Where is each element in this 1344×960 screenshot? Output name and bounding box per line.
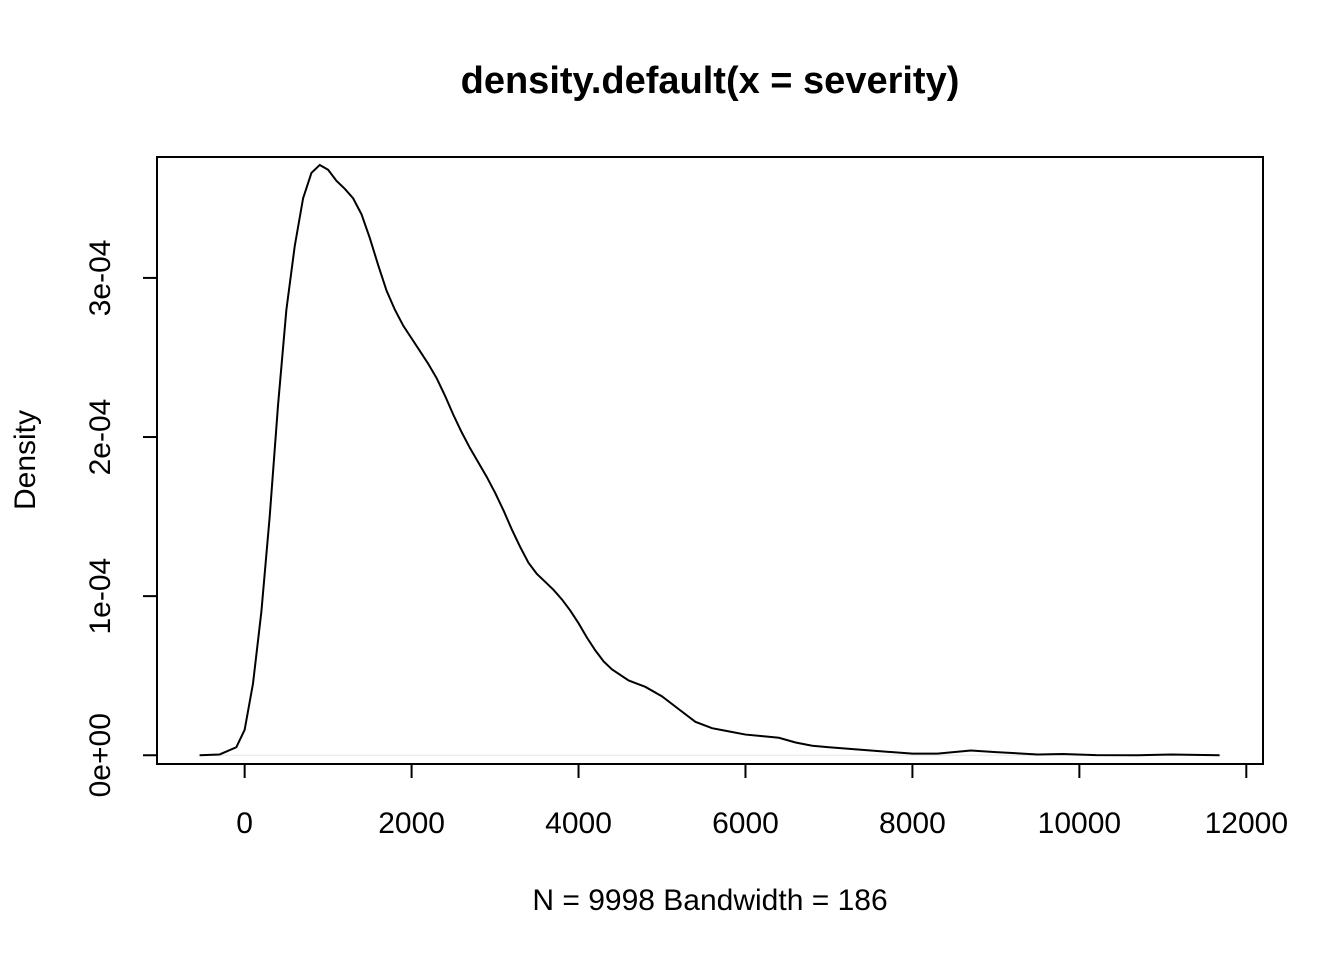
x-tick-label: 2000 xyxy=(378,807,445,840)
chart-title: density.default(x = severity) xyxy=(461,60,960,102)
density-curve xyxy=(199,163,1220,757)
x-tick-label: 0 xyxy=(236,807,253,840)
x-tick-label: 12000 xyxy=(1205,807,1288,840)
y-tick-label: 0e+00 xyxy=(84,713,117,797)
x-tick-label: 4000 xyxy=(545,807,612,840)
y-axis: 0e+00 1e-04 2e-04 3e-04 xyxy=(84,240,158,797)
y-tick-label: 2e-04 xyxy=(84,399,117,476)
y-axis-label: Density xyxy=(9,410,42,510)
x-tick-label: 10000 xyxy=(1038,807,1121,840)
x-axis-label: N = 9998 Bandwidth = 186 xyxy=(532,884,887,917)
x-tick-label: 6000 xyxy=(712,807,779,840)
plot-frame xyxy=(156,156,1264,765)
x-tick-label: 8000 xyxy=(879,807,946,840)
y-tick-label: 3e-04 xyxy=(84,240,117,317)
y-tick-label: 1e-04 xyxy=(84,558,117,635)
x-axis: 0 2000 4000 6000 8000 10000 12000 xyxy=(236,763,1288,840)
